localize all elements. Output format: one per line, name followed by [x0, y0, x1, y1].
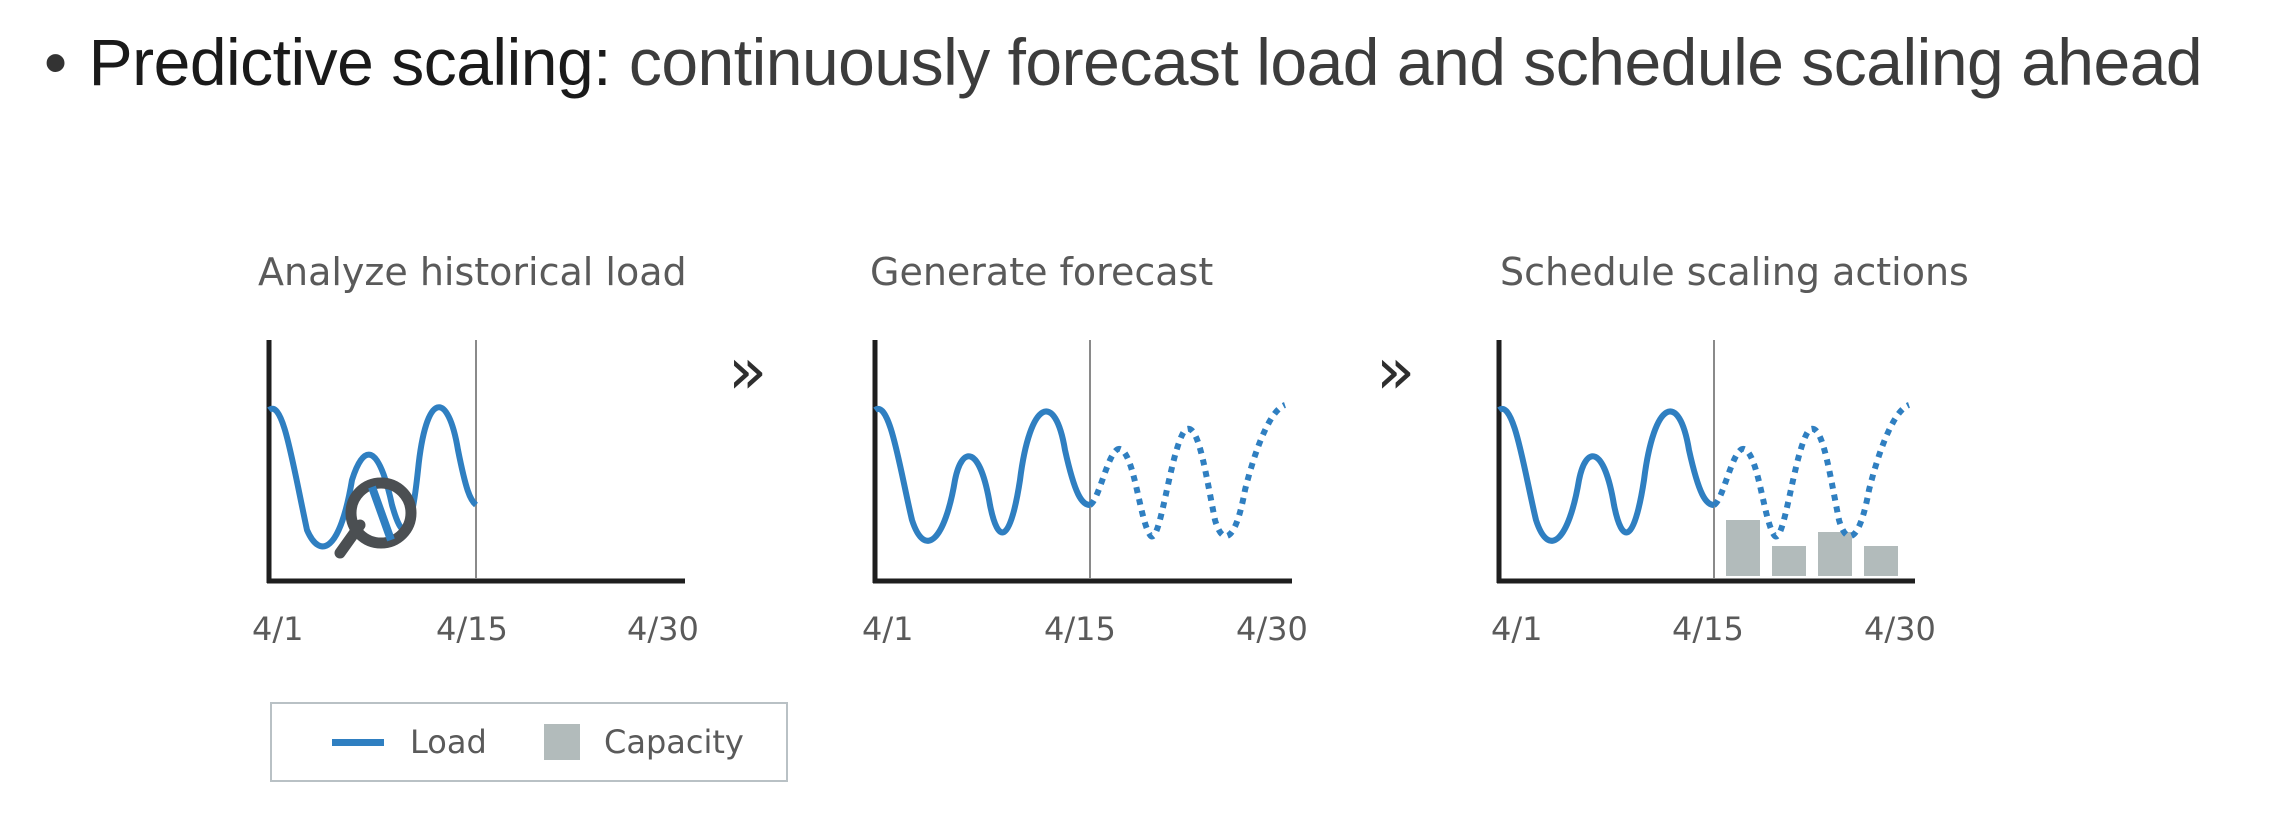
bullet-glyph: • [44, 25, 67, 99]
load-history-line [1497, 405, 1715, 544]
legend: Load Capacity [270, 702, 788, 782]
panel-title-analyze: Analyze historical load [258, 250, 687, 294]
panel-analyze-chart [266, 340, 685, 584]
capacity-bar [1818, 532, 1852, 576]
double-chevron-right-icon: » [1376, 335, 1416, 409]
tick-label: 4/15 [1044, 610, 1116, 648]
tick-label: 4/1 [862, 610, 914, 648]
legend-item-load: Load [332, 704, 487, 780]
capacity-bar [1864, 546, 1898, 576]
legend-label-capacity: Capacity [604, 723, 744, 761]
load-swatch [332, 738, 384, 746]
panel-schedule-chart [1496, 340, 1915, 584]
load-forecast-line [1087, 402, 1287, 540]
tick-label: 4/15 [436, 610, 508, 648]
load-forecast-line [1711, 402, 1911, 540]
tick-label: 4/15 [1672, 610, 1744, 648]
heading-lead: Predictive scaling: [88, 25, 612, 99]
capacity-bar [1772, 546, 1806, 576]
tick-label: 4/1 [1491, 610, 1543, 648]
capacity-swatch [544, 724, 580, 760]
legend-item-capacity: Capacity [544, 704, 744, 780]
capacity-bar [1726, 520, 1760, 576]
magnifier-icon [334, 477, 417, 559]
heading-rest: continuously forecast load and schedule … [611, 25, 2203, 99]
legend-label-load: Load [410, 723, 487, 761]
load-history-line [873, 405, 1091, 544]
tick-label: 4/1 [252, 610, 304, 648]
tick-label: 4/30 [627, 610, 699, 648]
tick-label: 4/30 [1864, 610, 1936, 648]
panel-title-forecast: Generate forecast [870, 250, 1214, 294]
double-chevron-right-icon: » [728, 335, 768, 409]
load-history-line [267, 404, 479, 550]
panel-forecast-chart [872, 340, 1292, 584]
slide-heading: • Predictive scaling: continuously foreca… [44, 24, 2203, 100]
tick-label: 4/30 [1236, 610, 1308, 648]
panel-title-schedule: Schedule scaling actions [1500, 250, 1969, 294]
